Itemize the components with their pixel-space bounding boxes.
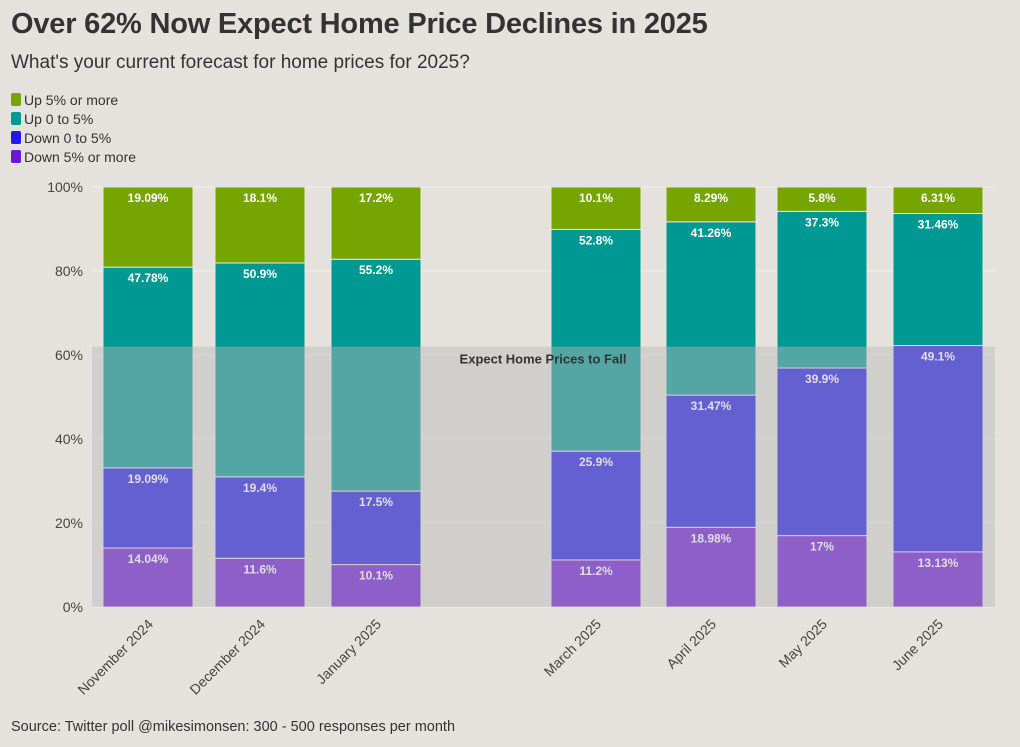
y-tick-label: 40% (55, 431, 83, 447)
legend-label: Up 0 to 5% (24, 110, 94, 127)
annotation-label: Expect Home Prices to Fall (460, 352, 627, 367)
data-label: 13.13% (918, 556, 959, 570)
x-tick-label: May 2025 (775, 616, 830, 671)
x-tick-label: January 2025 (313, 616, 384, 687)
data-label: 31.47% (691, 399, 732, 413)
data-label: 18.1% (243, 191, 277, 205)
y-tick-label: 60% (55, 347, 83, 363)
legend-label: Down 0 to 5% (24, 129, 112, 146)
data-label: 17.5% (359, 495, 393, 509)
legend-item-down-0-to-5: Down 0 to 5% (11, 128, 136, 147)
legend: Up 5% or more Up 0 to 5% Down 0 to 5% Do… (11, 90, 136, 166)
x-tick-label: April 2025 (663, 616, 719, 672)
bar-segment (214, 186, 306, 264)
bar-segment (330, 564, 422, 608)
legend-label: Up 5% or more (24, 91, 119, 108)
y-tick-label: 100% (47, 179, 83, 195)
legend-swatch (11, 131, 21, 144)
bar-segment (892, 345, 984, 553)
data-label: 6.31% (921, 191, 955, 205)
bar-segment (665, 186, 757, 223)
source-note: Source: Twitter poll @mikesimonsen: 300 … (11, 719, 456, 735)
legend-label: Down 5% or more (24, 148, 137, 165)
y-tick-label: 0% (63, 599, 83, 615)
bar-segment (665, 526, 757, 608)
legend-swatch (11, 150, 21, 163)
bar-segment (776, 367, 868, 537)
bar-segment (550, 186, 642, 230)
data-label: 17.2% (359, 191, 393, 205)
bar-segment (550, 228, 642, 452)
legend-item-up-0-to-5: Up 0 to 5% (11, 109, 136, 128)
bar-segment (102, 467, 194, 549)
bar-segment (892, 213, 984, 347)
bar-segment (102, 266, 194, 469)
data-label: 25.9% (579, 455, 613, 469)
data-label: 52.8% (579, 233, 613, 247)
data-label: 11.6% (243, 562, 277, 576)
y-tick-label: 20% (55, 515, 83, 531)
data-label: 14.04% (128, 552, 169, 566)
data-label: 18.98% (691, 531, 732, 545)
chart-title: Over 62% Now Expect Home Price Declines … (11, 8, 708, 40)
data-label: 41.26% (691, 226, 732, 240)
chart-subtitle: What's your current forecast for home pr… (11, 52, 470, 73)
data-label: 37.3% (805, 215, 839, 229)
bar-segment (330, 490, 422, 566)
data-label: 10.1% (579, 191, 613, 205)
bar-segment (214, 557, 306, 608)
data-label: 39.9% (805, 372, 839, 386)
x-tick-label: November 2024 (74, 616, 156, 698)
legend-item-down-5-or-more: Down 5% or more (11, 147, 136, 166)
legend-swatch (11, 93, 21, 106)
data-label: 31.46% (918, 218, 959, 232)
bar-segment (330, 258, 422, 492)
bar-segment (776, 210, 868, 369)
bar-segment (330, 186, 422, 260)
bar-segment (550, 559, 642, 608)
bar-segment (550, 450, 642, 561)
data-label: 10.1% (359, 569, 393, 583)
data-label: 50.9% (243, 267, 277, 281)
y-tick-label: 80% (55, 263, 83, 279)
bar-segment (776, 535, 868, 608)
data-label: 8.29% (694, 191, 728, 205)
x-tick-label: June 2025 (889, 616, 947, 674)
data-label: 17% (810, 540, 834, 554)
bar-segment (214, 262, 306, 478)
data-label: 19.4% (243, 481, 277, 495)
x-tick-label: December 2024 (186, 616, 268, 698)
bar-segment (776, 186, 868, 212)
bar-segment (102, 186, 194, 268)
bar-segment (665, 221, 757, 396)
data-label: 19.09% (128, 191, 169, 205)
shaded-region (92, 346, 995, 607)
x-tick-label: March 2025 (541, 616, 605, 680)
bar-segment (214, 476, 306, 559)
bar-segment (665, 394, 757, 528)
bar-segment (892, 186, 984, 215)
legend-swatch (11, 112, 21, 125)
data-label: 47.78% (128, 271, 169, 285)
data-label: 11.2% (579, 564, 613, 578)
data-label: 49.1% (921, 350, 955, 364)
data-label: 19.09% (128, 472, 169, 486)
data-label: 5.8% (808, 191, 836, 205)
data-label: 55.2% (359, 263, 393, 277)
legend-item-up-5-or-more: Up 5% or more (11, 90, 136, 109)
bar-segment (102, 547, 194, 608)
